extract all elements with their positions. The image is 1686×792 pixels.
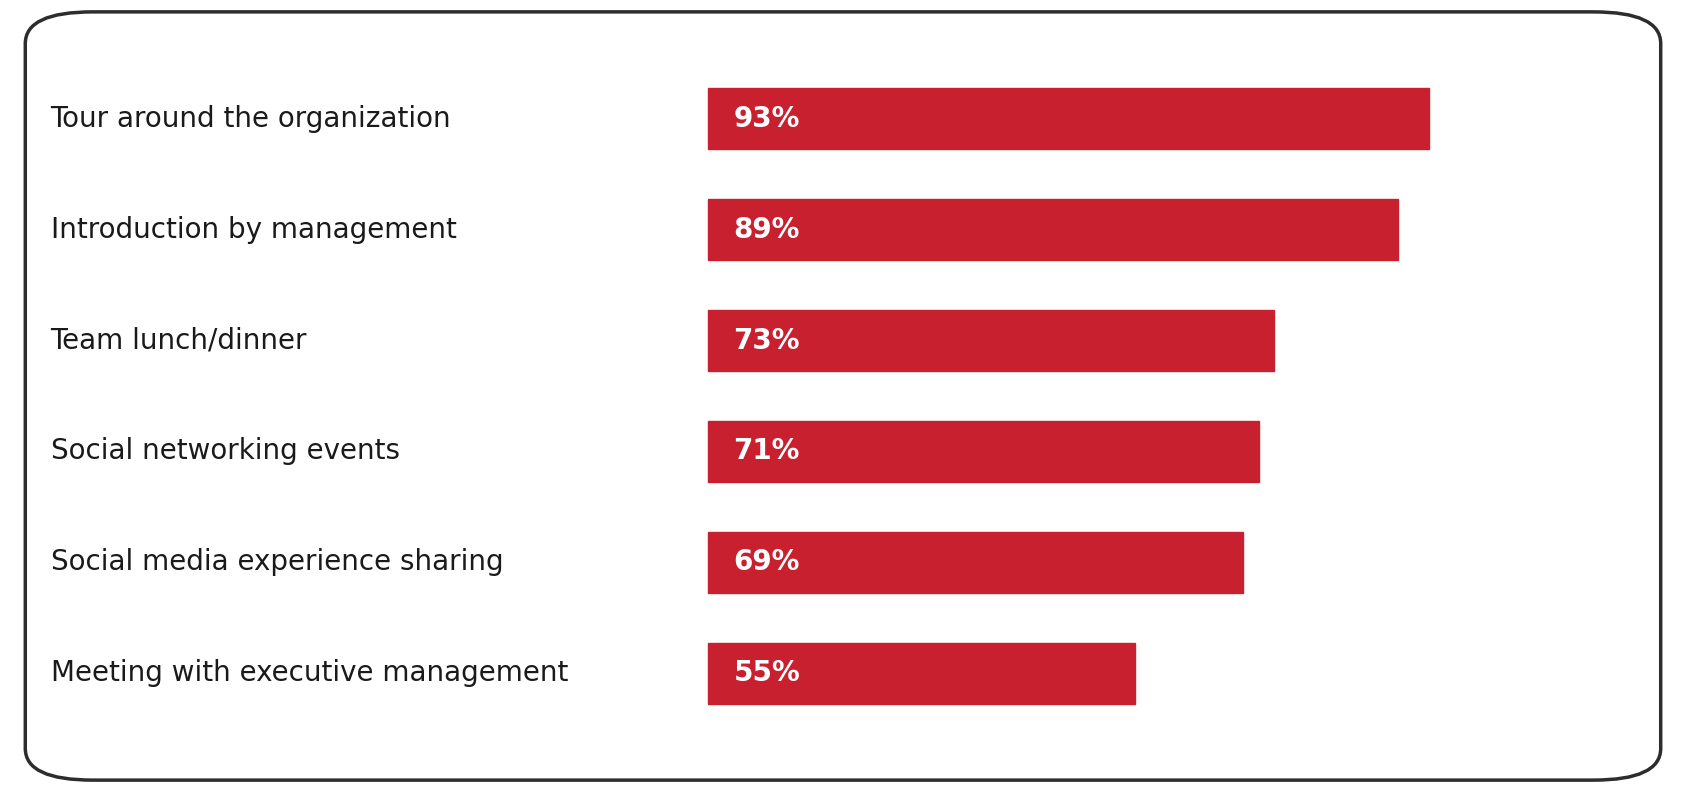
Bar	[708, 421, 1259, 482]
Text: Social networking events: Social networking events	[51, 437, 400, 466]
Text: 55%: 55%	[733, 659, 801, 687]
Text: Meeting with executive management: Meeting with executive management	[51, 659, 568, 687]
Bar	[708, 310, 1275, 371]
Text: 93%: 93%	[733, 105, 799, 133]
Text: 69%: 69%	[733, 548, 799, 577]
Text: 89%: 89%	[733, 215, 799, 244]
Text: Tour around the organization: Tour around the organization	[51, 105, 452, 133]
Text: 73%: 73%	[733, 326, 799, 355]
Text: Introduction by management: Introduction by management	[51, 215, 457, 244]
Bar	[708, 88, 1430, 149]
Bar	[708, 532, 1243, 592]
Text: Team lunch/dinner: Team lunch/dinner	[51, 326, 307, 355]
Bar	[708, 200, 1398, 260]
Text: 71%: 71%	[733, 437, 799, 466]
Bar	[708, 642, 1135, 703]
Text: Social media experience sharing: Social media experience sharing	[51, 548, 502, 577]
